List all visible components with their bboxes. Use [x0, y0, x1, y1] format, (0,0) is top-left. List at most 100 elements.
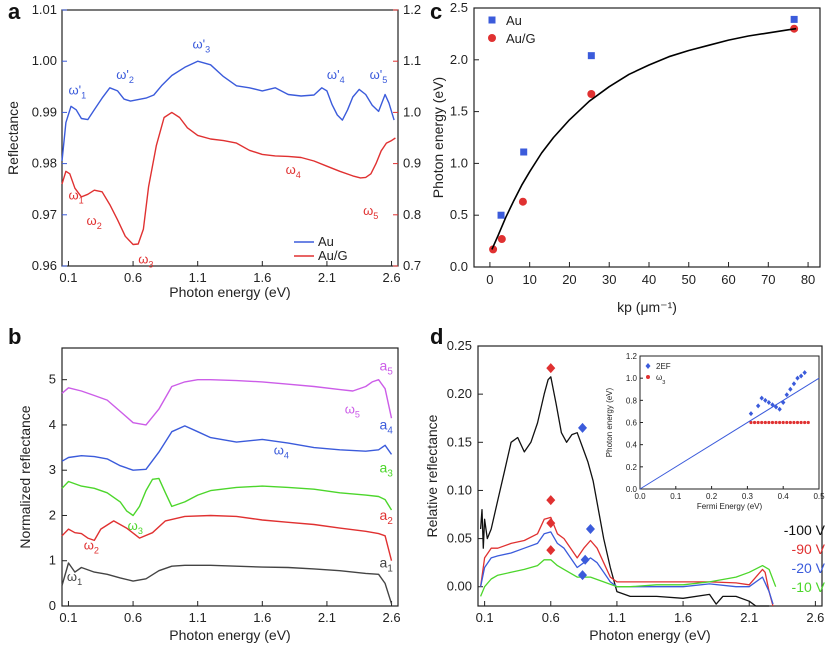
panel-d-y-tick-label: 0.10	[447, 482, 472, 497]
panel-a-annotation: ω5	[363, 203, 378, 221]
panel-d-legend-label: -20 V	[792, 560, 826, 576]
inset-y-tick-label: 0.4	[626, 441, 638, 450]
inset-point-omega3	[792, 420, 796, 425]
panel-d-x-tick-label: 1.6	[674, 610, 692, 625]
inset-y-tick-label: 1.0	[626, 374, 638, 383]
panel-c-x-tick-label: 30	[602, 272, 616, 287]
panel-b-line-a5	[61, 379, 393, 426]
panel-c-legend-swatch	[488, 34, 496, 42]
panel-b-annotation: ω1	[67, 569, 82, 587]
inset-y-tick-label: 0.0	[626, 485, 638, 494]
panel-b-annotation: ω5	[345, 402, 360, 420]
panel-a-yl-tick-label: 0.99	[32, 104, 57, 119]
panel-a-annotation: ω2	[87, 213, 102, 231]
panel-b-annotation: ω4	[274, 442, 289, 460]
inset-fit-line	[639, 377, 820, 490]
panel-a-x-tick-label: 0.1	[59, 270, 77, 285]
inset-point-omega3	[778, 420, 782, 425]
panel-c-x-tick-label: 70	[761, 272, 775, 287]
inset-point-omega3	[806, 420, 810, 425]
panel-c-fit-curve	[491, 27, 797, 250]
panel-c-point-Au-G	[497, 235, 506, 244]
panel-a-line-Au	[61, 60, 395, 162]
inset-point-omega3	[774, 420, 778, 425]
panel-a-annotation: ω'2	[116, 67, 134, 85]
panel-c-point-Au-G	[518, 197, 527, 206]
panel-a-yl-tick-label: 1.01	[32, 2, 57, 17]
panel-d-frame	[477, 345, 823, 607]
inset-point-omega3	[799, 420, 803, 425]
panel-a-x-tick-label: 2.6	[382, 270, 400, 285]
inset-point-omega3	[752, 420, 757, 425]
panel-c-y-tick-label: 2.0	[450, 52, 468, 67]
panel-b-annotation: ω3	[128, 518, 143, 536]
inset-point-omega3	[781, 420, 785, 425]
panel-a-annotation: ω'1	[68, 82, 86, 100]
panel-c-x-tick-label: 20	[562, 272, 576, 287]
inset-frame	[639, 355, 820, 490]
inset-y-tick-label: 0.2	[626, 463, 638, 472]
panel-b-letter: b	[8, 324, 21, 349]
panel-d-x-tick-label: 0.6	[542, 610, 560, 625]
panel-a-yr-tick-label: 1.2	[403, 2, 421, 17]
panel-c-y-tick-label: 1.0	[450, 155, 468, 170]
inset-x-tick-label: 0.3	[742, 492, 754, 501]
inset-legend-swatch	[645, 363, 651, 369]
panel-a-yl-tick-label: 0.98	[32, 156, 57, 171]
inset-x-tick-label: 0.0	[634, 492, 646, 501]
panel-a-legend-label: Au	[318, 234, 334, 249]
panel-d-y-tick-label: 0.20	[447, 386, 472, 401]
panel-a-line-Au-G	[61, 111, 396, 246]
panel-d-marker	[578, 570, 588, 581]
inset-point-2EF	[802, 370, 807, 376]
panel-b-line-a3	[61, 477, 393, 517]
panel-d-line-100V	[479, 376, 770, 607]
panel-c-x-tick-label: 80	[801, 272, 815, 287]
inset-xlabel: Fermi Energy (eV)	[697, 502, 763, 511]
panel-a-annotation: ω'3	[193, 36, 211, 54]
panel-b-series-label: a3	[380, 459, 394, 479]
inset-point-2EF	[777, 406, 782, 412]
panel-b-y-tick-label: 3	[49, 462, 56, 477]
panel-b-y-tick-label: 5	[49, 372, 56, 387]
panel-c-legend-swatch	[488, 16, 496, 24]
inset-point-omega3	[760, 420, 764, 425]
panel-a-yl-tick-label: 0.96	[32, 258, 57, 273]
inset-point-2EF	[766, 400, 772, 406]
panel-b-y-tick-label: 2	[49, 507, 56, 522]
inset-y-tick-label: 0.8	[626, 396, 638, 405]
inset-point-omega3	[770, 420, 775, 425]
inset-point-omega3	[763, 420, 767, 425]
inset-point-omega3	[788, 420, 792, 425]
panel-c-point-Au	[520, 148, 528, 156]
inset-x-tick-label: 0.5	[813, 492, 825, 501]
inset-point-omega3	[767, 420, 771, 425]
panel-d-x-tick-label: 1.1	[608, 610, 626, 625]
inset-point-2EF	[781, 400, 786, 406]
panel-a-annotation: ω'5	[370, 67, 388, 85]
panel-b-series-label: a4	[380, 416, 394, 436]
inset-x-tick-label: 0.1	[670, 492, 682, 501]
panel-d-marker	[546, 518, 556, 529]
panel-c-legend-label: Au/G	[506, 31, 536, 46]
panel-d-marker	[585, 523, 595, 534]
panel-a-yr-tick-label: 0.7	[403, 258, 421, 273]
panel-c-x-tick-label: 0	[486, 272, 493, 287]
panel-d-legend-label: -90 V	[792, 541, 826, 557]
panel-d-y-tick-label: 0.25	[447, 338, 472, 353]
panel-b-ylabel: Normalized reflectance	[17, 405, 33, 548]
panel-a-ylabel: Reflectance	[5, 101, 21, 175]
panel-a-annotation: ω4	[286, 162, 301, 180]
inset-point-2EF	[755, 403, 761, 409]
panel-c-x-tick-label: 60	[721, 272, 735, 287]
panel-a-annotation: ω1	[68, 187, 83, 205]
panel-d-marker	[580, 554, 590, 565]
inset-x-tick-label: 0.2	[706, 492, 718, 501]
panel-d-ylabel: Relative reflectance	[424, 414, 440, 537]
panel-d-xlabel: Photon energy (eV)	[589, 627, 710, 643]
panel-b-y-tick-label: 1	[49, 553, 56, 568]
panel-c-point-Au	[497, 211, 505, 219]
panel-b-x-tick-label: 0.1	[59, 610, 77, 625]
panel-c-point-Au-G	[489, 245, 498, 254]
panel-c-y-tick-label: 0.5	[450, 207, 468, 222]
